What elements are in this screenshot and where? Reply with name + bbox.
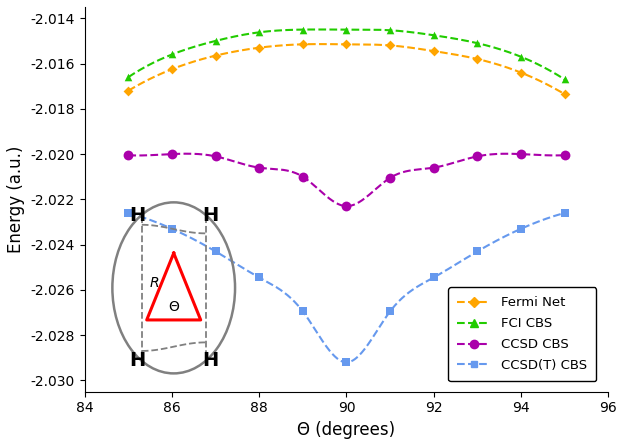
Point	[298, 26, 308, 33]
Point	[385, 174, 395, 182]
Point	[210, 52, 220, 59]
Point	[298, 173, 308, 180]
Point	[341, 41, 351, 48]
X-axis label: Θ (degrees): Θ (degrees)	[298, 421, 396, 439]
Point	[254, 274, 264, 281]
Point	[560, 91, 570, 98]
Point	[472, 248, 482, 255]
Point	[124, 209, 134, 216]
Point	[167, 150, 177, 157]
Point	[167, 225, 177, 232]
Point	[385, 42, 395, 49]
Point	[254, 44, 264, 51]
Point	[516, 53, 526, 60]
Point	[560, 209, 570, 216]
Point	[210, 153, 220, 160]
Point	[124, 87, 134, 94]
Point	[472, 55, 482, 62]
Point	[472, 40, 482, 47]
Point	[254, 164, 264, 171]
Point	[341, 202, 351, 210]
Point	[429, 164, 439, 171]
Point	[516, 225, 526, 232]
Point	[210, 248, 220, 255]
Point	[560, 152, 570, 159]
Point	[124, 152, 134, 159]
Point	[210, 37, 220, 45]
Point	[298, 308, 308, 315]
Point	[429, 32, 439, 39]
Point	[167, 66, 177, 73]
Point	[385, 308, 395, 315]
Y-axis label: Energy (a.u.): Energy (a.u.)	[7, 146, 25, 253]
Point	[254, 29, 264, 36]
Point	[341, 26, 351, 33]
Point	[124, 74, 134, 81]
Point	[516, 150, 526, 157]
Point	[385, 27, 395, 34]
Point	[472, 153, 482, 160]
Point	[298, 41, 308, 48]
Legend: Fermi Net, FCI CBS, CCSD CBS, CCSD(T) CBS: Fermi Net, FCI CBS, CCSD CBS, CCSD(T) CB…	[448, 287, 597, 381]
Point	[167, 51, 177, 58]
Point	[516, 69, 526, 76]
Point	[560, 76, 570, 83]
Point	[341, 359, 351, 366]
Point	[429, 48, 439, 55]
Point	[429, 274, 439, 281]
